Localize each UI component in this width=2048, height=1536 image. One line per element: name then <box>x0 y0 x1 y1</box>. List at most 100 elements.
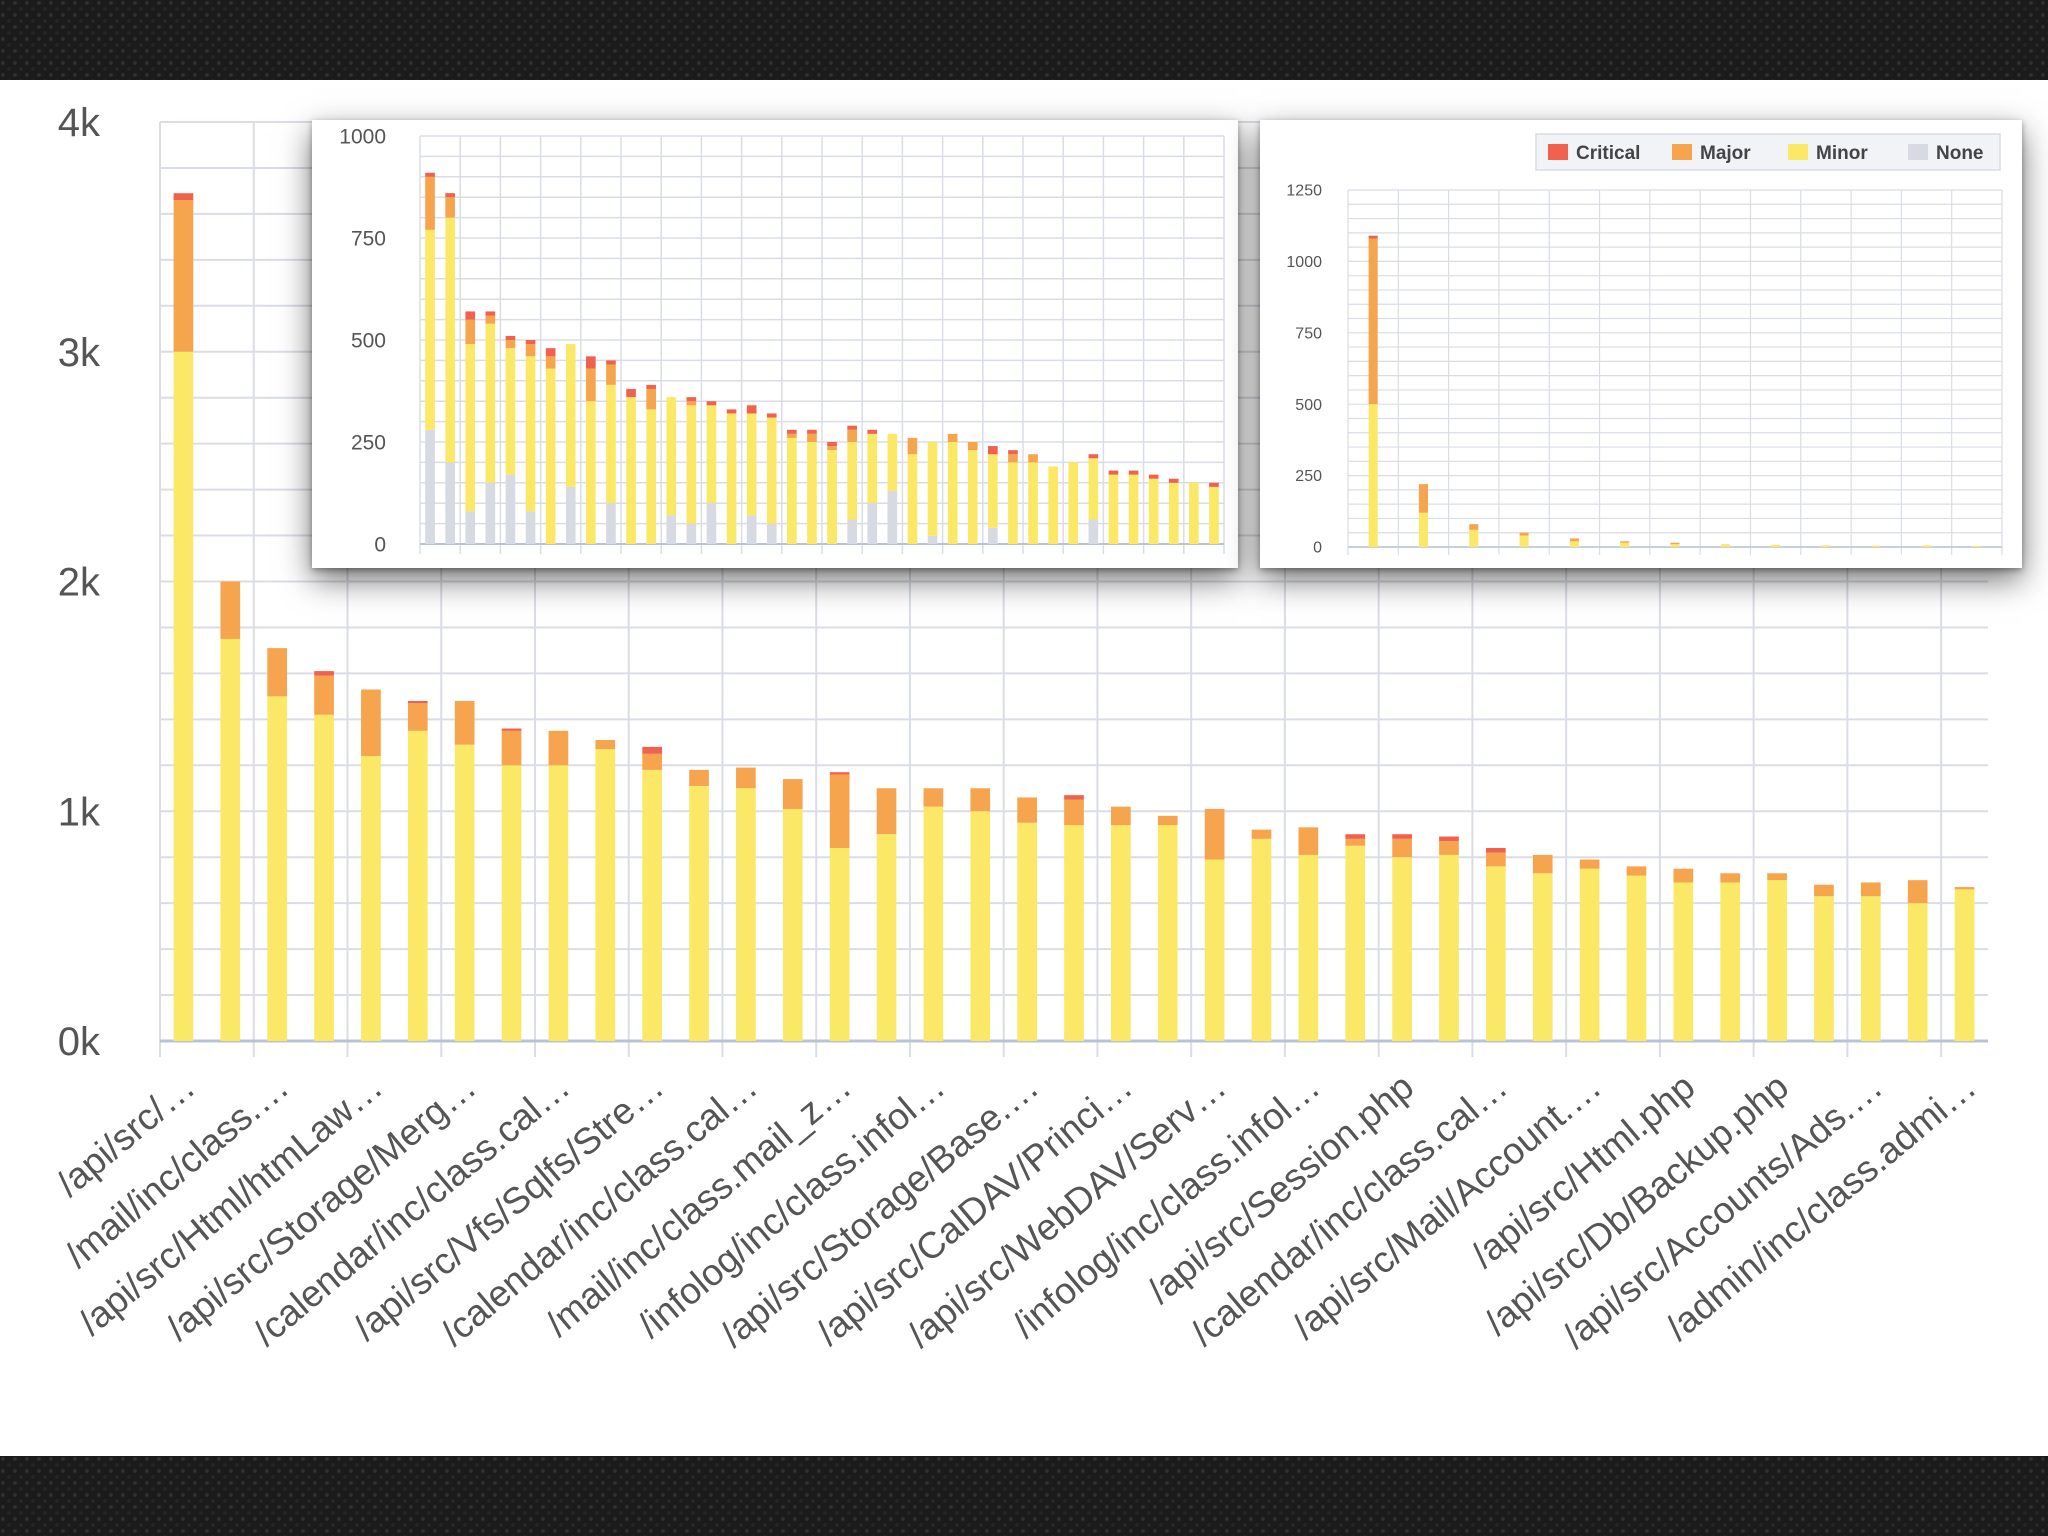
main-bar-minor-segment <box>267 696 288 1041</box>
main-bar-major-segment <box>1204 808 1225 860</box>
top-background-band <box>0 0 2048 80</box>
inset-left-bar-critical-segment <box>766 413 777 418</box>
inset-right-bar-minor-segment <box>1821 545 1831 547</box>
inset-left-bar-critical-segment <box>847 425 857 430</box>
main-bar-major-segment <box>1954 887 1975 890</box>
inset-left-bar-minor-segment <box>1168 482 1179 544</box>
inset-left-stacked-bar-chart: 0 250 500 750 1000 <box>339 125 1225 556</box>
main-bar-critical-segment <box>173 193 194 201</box>
inset-left-bar-none-segment <box>525 511 536 544</box>
inset-right-y-tick-label: 250 <box>1295 468 1322 485</box>
inset-right-bar-minor-segment <box>1871 545 1881 547</box>
main-bar-minor-segment <box>220 638 241 1041</box>
inset-left-bar-minor-segment <box>1088 458 1099 520</box>
main-bar-major-segment <box>1298 827 1319 855</box>
main-y-tick-label: 0k <box>58 1020 101 1064</box>
inset-left-y-tick-label: 750 <box>351 227 386 250</box>
main-bar-minor-segment <box>501 765 522 1041</box>
inset-left-bar-none-segment <box>988 527 998 544</box>
main-bar-minor-segment <box>1486 866 1506 1041</box>
main-y-tick-label: 1k <box>58 790 101 834</box>
inset-left-bar-minor-segment <box>1128 474 1139 544</box>
slide-canvas: 0k 1k 2k 3k 4k/api/src/…/mail/inc/class.…/ap… <box>0 80 2048 1456</box>
main-bar-minor-segment <box>1204 859 1225 1041</box>
inset-left-bar-minor-segment <box>887 433 898 491</box>
inset-left-bar-major-segment <box>847 429 857 442</box>
inset-left-bar-minor-segment <box>827 450 837 544</box>
legend-swatch-critical <box>1548 144 1568 160</box>
inset-right-bar-minor-segment <box>1418 512 1428 547</box>
main-bar-major-segment <box>970 788 991 812</box>
legend-label-critical: Critical <box>1576 143 1640 164</box>
main-bar-minor-segment <box>1626 875 1647 1041</box>
inset-right-bar-critical-segment <box>1368 235 1378 239</box>
main-bar-minor-segment <box>1532 873 1553 1041</box>
main-bar-minor-segment <box>923 806 944 1041</box>
inset-right-bar-minor-segment <box>1569 541 1579 547</box>
inset-chart-right: 0 250 500 750 1000 1250 Critical Major Minor None <box>1260 120 2022 568</box>
main-bar-minor-segment <box>1579 868 1600 1041</box>
main-bar-minor-segment <box>173 351 194 1041</box>
inset-left-bar-major-segment <box>646 388 656 410</box>
main-y-tick-label: 4k <box>58 101 101 145</box>
main-bar-minor-segment <box>361 756 381 1041</box>
inset-left-bar-minor-segment <box>565 344 576 487</box>
main-bar-major-segment <box>782 779 803 809</box>
inset-left-bar-minor-segment <box>988 454 998 528</box>
legend-label-major: Major <box>1700 143 1751 164</box>
inset-left-bar-none-segment <box>847 519 857 544</box>
main-bar-minor-segment <box>1954 889 1975 1041</box>
inset-left-bar-critical-segment <box>626 388 636 398</box>
inset-left-bar-critical-segment <box>787 429 797 434</box>
main-bar-major-segment <box>1157 815 1178 826</box>
inset-left-bar-none-segment <box>445 462 455 544</box>
inset-right-bar-major-segment <box>1368 238 1378 405</box>
main-bar-major-segment <box>220 581 241 639</box>
inset-left-bar-none-segment <box>867 503 878 544</box>
main-bar-critical-segment <box>1064 795 1084 800</box>
main-bar-minor-segment <box>1814 896 1834 1041</box>
inset-left-bar-minor-segment <box>947 442 958 544</box>
inset-right-bar-major-segment <box>1418 484 1428 513</box>
inset-left-bar-critical-segment <box>746 405 757 414</box>
inset-left-bar-minor-segment <box>787 437 797 544</box>
main-bar-minor-segment <box>1017 822 1037 1041</box>
main-bar-minor-segment <box>1392 857 1412 1041</box>
inset-left-bar-critical-segment <box>988 446 998 455</box>
legend-swatch-minor <box>1788 144 1808 160</box>
inset-left-bar-critical-segment <box>425 172 435 177</box>
inset-left-bar-minor-segment <box>706 405 717 504</box>
inset-right-bar-major-segment <box>1469 524 1479 530</box>
inset-left-bar-minor-segment <box>1008 462 1018 544</box>
main-bar-minor-segment <box>407 730 428 1041</box>
inset-right-y-tick-label: 750 <box>1295 325 1322 342</box>
main-y-tick-label: 2k <box>58 561 101 605</box>
inset-left-bar-minor-segment <box>606 384 616 504</box>
main-bar-minor-segment <box>829 848 850 1041</box>
main-bar-major-segment <box>1814 884 1834 897</box>
inset-left-bar-none-segment <box>666 515 677 544</box>
main-bar-minor-segment <box>314 714 334 1041</box>
inset-left-bar-critical-segment <box>827 442 837 447</box>
main-bar-major-segment <box>314 675 334 715</box>
inset-chart-left: 0 250 500 750 1000 <box>312 120 1238 568</box>
inset-right-bar-major-segment <box>1620 541 1630 543</box>
main-bar-major-segment <box>1907 880 1928 904</box>
inset-left-bar-minor-segment <box>1028 462 1038 544</box>
main-bar-major-segment <box>548 730 569 766</box>
inset-left-bar-minor-segment <box>485 323 496 483</box>
inset-left-bar-major-segment <box>465 319 476 345</box>
inset-left-bar-minor-segment <box>545 368 556 544</box>
main-bar-minor-segment <box>548 765 569 1041</box>
bottom-background-band <box>0 1456 2048 1536</box>
main-bar-minor-segment <box>1720 882 1741 1041</box>
inset-right-bar-major-segment <box>1569 538 1579 542</box>
main-bar-major-segment <box>829 774 850 849</box>
inset-right-bar-minor-segment <box>1922 545 1932 547</box>
inset-left-bar-minor-segment <box>746 413 757 516</box>
legend-label-none: None <box>1936 143 1984 164</box>
inset-left-bar-minor-segment <box>1209 486 1219 544</box>
inset-left-bar-major-segment <box>445 197 455 218</box>
inset-left-bar-minor-segment <box>726 413 737 544</box>
legend-background <box>1535 133 2001 171</box>
